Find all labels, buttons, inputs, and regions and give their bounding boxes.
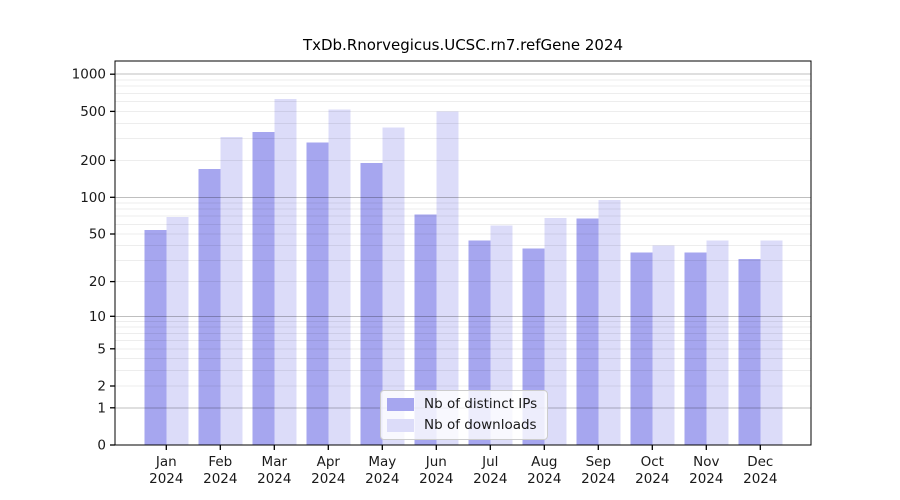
legend-swatch-distinct-ips-icon — [387, 397, 414, 411]
bar-distinct-ips-jan — [144, 229, 167, 445]
bar-distinct-ips-may — [360, 163, 383, 445]
legend-label-distinct-ips: Nb of distinct IPs — [424, 396, 538, 412]
x-tick-label-year-jul: 2024 — [473, 471, 507, 487]
x-tick-label-month-aug: Aug — [531, 454, 557, 470]
x-tick-label-month-feb: Feb — [208, 454, 232, 470]
bar-downloads-nov — [706, 240, 729, 445]
y-tick-label-1000: 1000 — [72, 67, 106, 83]
plot-border — [114, 60, 812, 446]
bar-downloads-may — [382, 127, 405, 445]
x-tick-label-year-sep: 2024 — [581, 471, 615, 487]
bar-distinct-ips-apr — [306, 142, 329, 445]
x-tick-label-month-jan: Jan — [155, 454, 177, 470]
bar-distinct-ips-nov — [684, 252, 707, 445]
bar-downloads-jun — [436, 111, 459, 446]
bar-downloads-sep — [598, 200, 621, 445]
x-tick-label-month-jun: Jun — [425, 454, 447, 470]
x-tick-label-year-oct: 2024 — [635, 471, 669, 487]
bar-distinct-ips-dec — [738, 259, 761, 445]
x-tick-label-year-nov: 2024 — [689, 471, 723, 487]
legend: Nb of distinct IPs Nb of downloads — [380, 390, 549, 441]
bar-downloads-mar — [274, 99, 297, 445]
bar-downloads-aug — [544, 217, 567, 445]
legend-item-distinct-ips: Nb of distinct IPs — [387, 396, 537, 412]
y-tick-label-1: 1 — [97, 400, 106, 416]
x-tick-label-year-jan: 2024 — [149, 471, 183, 487]
x-tick-label-year-feb: 2024 — [203, 471, 237, 487]
x-tick-label-month-may: May — [368, 454, 396, 470]
bar-distinct-ips-oct — [630, 252, 653, 445]
y-tick-label-50: 50 — [89, 227, 106, 243]
x-tick-label-year-may: 2024 — [365, 471, 399, 487]
x-tick-label-month-jul: Jul — [481, 454, 498, 470]
bar-downloads-feb — [220, 137, 243, 445]
x-tick-label-month-oct: Oct — [641, 454, 664, 470]
bar-downloads-apr — [328, 109, 351, 446]
y-tick-label-500: 500 — [80, 104, 106, 120]
y-tick-label-20: 20 — [89, 274, 106, 290]
bar-downloads-oct — [652, 245, 675, 445]
y-tick-label-0: 0 — [97, 438, 106, 454]
legend-item-downloads: Nb of downloads — [387, 417, 537, 433]
x-tick-label-month-sep: Sep — [586, 454, 611, 470]
y-tick-label-200: 200 — [80, 153, 106, 169]
bar-distinct-ips-mar — [252, 132, 275, 445]
bar-downloads-dec — [760, 240, 783, 445]
x-tick-label-year-dec: 2024 — [743, 471, 777, 487]
bar-downloads-jan — [166, 217, 189, 445]
legend-label-downloads: Nb of downloads — [424, 417, 537, 434]
x-tick-label-year-apr: 2024 — [311, 471, 345, 487]
bar-distinct-ips-jun — [414, 214, 437, 445]
y-tick-label-2: 2 — [97, 379, 106, 395]
y-tick-label-5: 5 — [97, 341, 106, 357]
bar-distinct-ips-feb — [198, 169, 221, 445]
x-tick-label-month-dec: Dec — [747, 454, 773, 470]
x-tick-label-year-mar: 2024 — [257, 471, 291, 487]
y-tick-label-100: 100 — [80, 190, 106, 206]
chart-title: TxDb.Rnorvegicus.UCSC.rn7.refGene 2024 — [302, 36, 624, 54]
x-tick-label-year-jun: 2024 — [419, 471, 453, 487]
x-tick-label-year-aug: 2024 — [527, 471, 561, 487]
x-tick-label-month-apr: Apr — [317, 454, 341, 470]
legend-swatch-downloads-icon — [387, 418, 414, 432]
x-tick-label-month-mar: Mar — [262, 454, 288, 470]
x-tick-label-month-nov: Nov — [693, 454, 719, 470]
y-tick-label-10: 10 — [89, 309, 106, 325]
bar-distinct-ips-sep — [576, 218, 599, 445]
